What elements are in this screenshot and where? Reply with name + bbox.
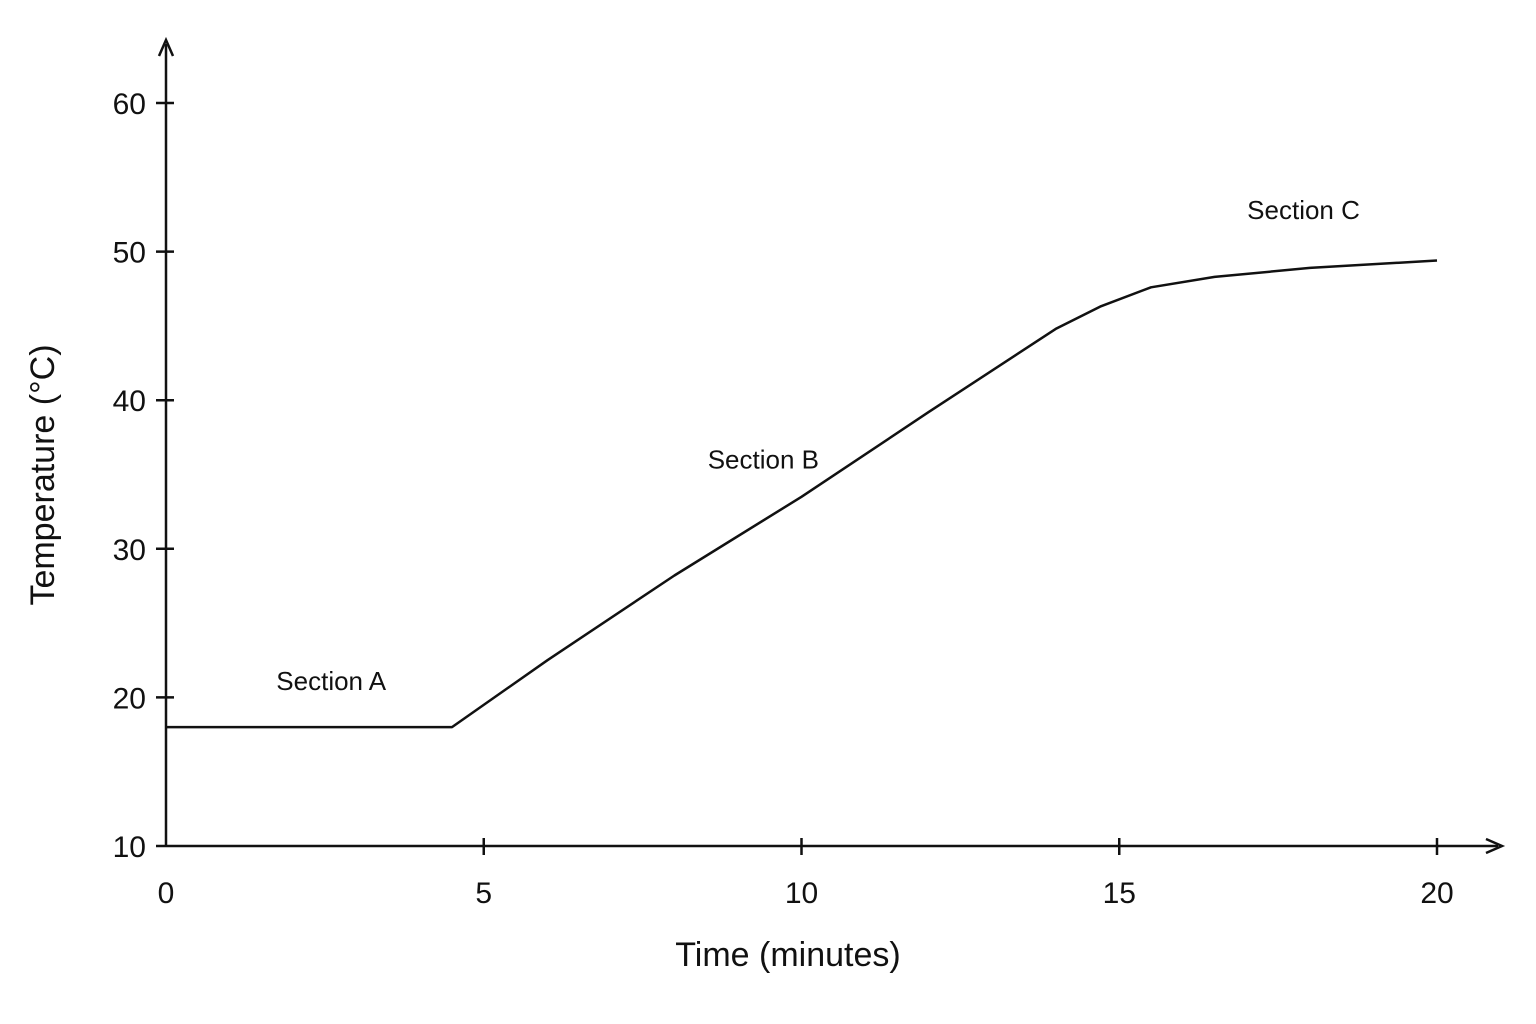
x-tick-label: 15	[1103, 877, 1136, 910]
y-ticks: 10 20 30 40 50 60	[113, 88, 174, 864]
section-label: Section C	[1247, 195, 1360, 225]
temperature-series-line	[166, 259, 1438, 729]
y-axis-title: Temperature (°C)	[24, 344, 62, 605]
x-tick-label: 0	[158, 877, 175, 910]
y-axis-arrow	[157, 36, 175, 57]
x-tick-label: 5	[475, 877, 492, 910]
x-axis-arrow	[1485, 837, 1506, 855]
x-tick-label: 10	[785, 877, 818, 910]
annotations: Section A Section B Section C	[276, 195, 1360, 696]
y-tick-label: 10	[113, 831, 146, 864]
series-group	[166, 259, 1438, 729]
section-label: Section B	[708, 445, 819, 475]
x-tick-label: 20	[1420, 877, 1453, 910]
y-tick-label: 60	[113, 88, 146, 121]
y-tick-label: 40	[113, 385, 146, 418]
axes	[157, 36, 1506, 855]
y-tick-label: 50	[113, 237, 146, 270]
x-ticks: 0 5 10 15 20	[158, 838, 1454, 910]
y-tick-label: 20	[113, 682, 146, 715]
x-axis-title: Time (minutes)	[675, 936, 900, 974]
y-tick-label: 30	[113, 534, 146, 567]
section-label: Section A	[276, 666, 387, 696]
